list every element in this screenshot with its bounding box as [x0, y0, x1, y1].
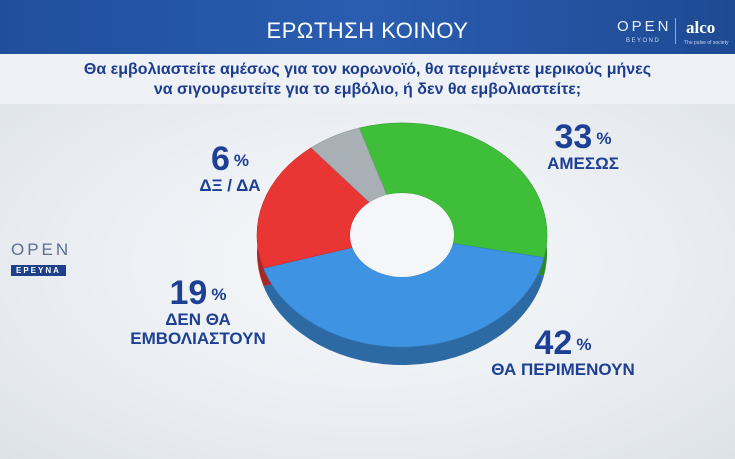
label-den-tha-unit: %	[211, 285, 227, 304]
open-logo: OPEN	[617, 18, 672, 35]
open-beyond-logo-text: BEYOND	[626, 38, 661, 44]
survey-question: Θα εμβολιαστείτε αμέσως για τον κορωνοϊό…	[20, 60, 715, 100]
page-title: ΕΡΩΤΗΣΗ ΚΟΙΝΟΥ	[266, 18, 469, 43]
label-dk-na-name: ΔΞ / ΔΑ	[199, 176, 261, 195]
open-ereuna-logo: OPEN ΕΡΕΥΝΑ	[11, 240, 71, 278]
label-dk-na-unit: %	[233, 151, 250, 170]
alco-logo: alco	[686, 18, 716, 37]
label-perimenoun: 42% ΘΑ ΠΕΡΙΜΕΝΟΥΝ	[488, 326, 638, 379]
label-amesos-value: 33	[554, 118, 593, 156]
donut-hole	[350, 193, 454, 277]
question-line-2: να σιγουρευτείτε για το εμβόλιο, ή δεν θ…	[153, 81, 582, 98]
label-den-tha-value: 19	[169, 274, 208, 312]
label-amesos: 33% ΑΜΕΣΩΣ	[538, 120, 628, 173]
alco-logo-tagline: The pulse of society	[684, 40, 729, 46]
side-logo-open: OPEN	[11, 240, 72, 259]
label-amesos-name: ΑΜΕΣΩΣ	[547, 154, 619, 173]
header-bar: ΕΡΩΤΗΣΗ ΚΟΙΝΟΥ OPEN BEYOND alco The puls…	[0, 0, 735, 54]
label-perimenoun-name: ΘΑ ΠΕΡΙΜΕΝΟΥΝ	[491, 360, 635, 379]
label-perimenoun-unit: %	[576, 335, 592, 354]
logo-divider	[675, 18, 676, 44]
label-den-tha: 19% ΔΕΝ ΘΑ ΕΜΒΟΛΙΑΣΤΟΥΝ	[108, 276, 288, 348]
donut-slices-group	[256, 122, 548, 348]
label-dk-na: 6% ΔΞ / ΔΑ	[180, 142, 280, 195]
label-amesos-unit: %	[596, 129, 612, 148]
label-den-tha-name: ΔΕΝ ΘΑ ΕΜΒΟΛΙΑΣΤΟΥΝ	[130, 310, 266, 348]
label-dk-na-value: 6	[210, 140, 230, 178]
question-line-1: Θα εμβολιαστείτε αμέσως για τον κορωνοϊό…	[83, 61, 652, 78]
label-perimenoun-value: 42	[534, 324, 573, 362]
side-logo-ereuna: ΕΡΕΥΝΑ	[11, 265, 66, 276]
